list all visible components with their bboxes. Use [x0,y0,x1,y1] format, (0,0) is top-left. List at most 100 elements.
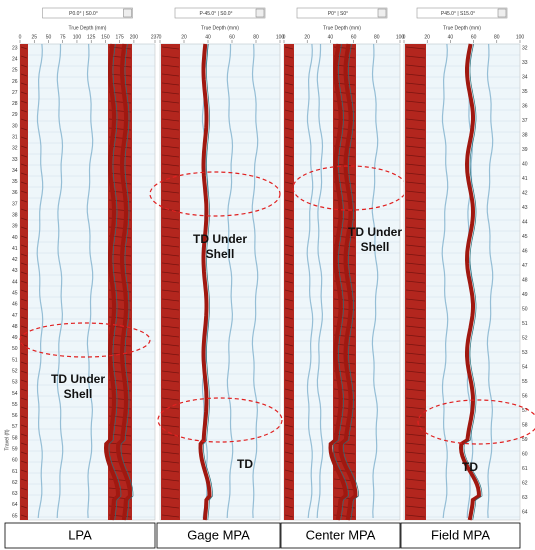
ruler-label: 51 [522,321,528,327]
ruler-label: 54 [12,391,18,397]
tick-label: 20 [304,34,310,40]
ruler-label: 52 [12,368,18,374]
ruler-label: 55 [522,379,528,385]
axis-title: True Depth (mm) [323,25,361,31]
ruler-label: 28 [12,101,18,107]
ruler-label: 45 [12,290,18,296]
tick-label: 80 [374,34,380,40]
axis-title: True Depth (mm) [69,25,107,31]
dropdown-button[interactable] [378,9,386,17]
annotation: Shell [206,247,235,261]
ruler-label: 36 [12,190,18,196]
tick-label: 20 [181,34,187,40]
panel-label: Field MPA [431,527,490,542]
ruler-label: 64 [12,502,18,508]
tick-label: 0 [403,34,406,40]
ruler-label: 27 [12,90,18,96]
ruler-label: 62 [12,480,18,486]
dropdown-text: P0.0° | S0.0° [69,11,98,17]
ruler-label: 42 [12,257,18,263]
tick-label: 60 [229,34,235,40]
ruler-label: 48 [12,324,18,330]
ruler-label: 60 [522,451,528,457]
tick-label: 40 [448,34,454,40]
ruler-label: 39 [522,147,528,153]
ruler-label: 58 [522,422,528,428]
ruler-label: 53 [12,380,18,386]
ruler-label: 37 [12,201,18,207]
tick-label: 0 [283,34,286,40]
ruler-label: 35 [12,179,18,185]
ruler-label: 57 [12,424,18,430]
ruler-label: 53 [522,350,528,356]
ruler-label: 41 [522,176,528,182]
tick-label: 60 [351,34,357,40]
tick-label: 75 [60,34,66,40]
ruler-label: 34 [12,168,18,174]
panel-label: LPA [68,527,92,542]
tick-label: 20 [424,34,430,40]
dropdown-button[interactable] [256,9,264,17]
annotation: TD Under [193,232,247,246]
ruler-label: 51 [12,357,18,363]
ruler-label: 23 [12,45,18,51]
ruler-label: 39 [12,224,18,230]
axis-title: True Depth (mm) [201,25,239,31]
dropdown-button[interactable] [498,9,506,17]
ruler-label: 50 [522,306,528,312]
tick-label: 80 [253,34,259,40]
ruler-label: 47 [12,313,18,319]
dropdown-text: P-45.0° | S0.0° [199,11,232,17]
annotation: Shell [361,240,390,254]
ruler-label: 25 [12,68,18,74]
ruler-label: 55 [12,402,18,408]
ruler-label: 34 [522,74,528,80]
ruler-label: 33 [12,157,18,163]
ruler-label: 50 [12,346,18,352]
tick-label: 0 [159,34,162,40]
ruler-label: 52 [522,335,528,341]
ruler-label: 49 [522,292,528,298]
ruler-label: 33 [522,60,528,66]
dropdown-text: P45.0° | S15.0° [441,11,475,17]
ruler-label: 64 [522,509,528,515]
tick-label: 80 [494,34,500,40]
ruler-label: 37 [522,118,528,124]
ruler-label: 46 [12,302,18,308]
annotation: TD [462,460,478,474]
dropdown-text: P0° | S0° [328,11,348,17]
tick-label: 0 [19,34,22,40]
dropdown-button[interactable] [124,9,132,17]
ruler-label: 46 [522,248,528,254]
annotation: TD Under [348,225,402,239]
tick-label: 25 [31,34,37,40]
ruler-label: 63 [12,491,18,497]
tick-label: 50 [46,34,52,40]
ruler-label: 43 [522,205,528,211]
ruler-label: 58 [12,435,18,441]
panel-label: Center MPA [306,527,376,542]
tick-label: 40 [205,34,211,40]
ruler-label: 30 [12,123,18,129]
tick-label: 150 [101,34,110,40]
tick-label: 200 [130,34,139,40]
ruler-label: 24 [12,56,18,62]
tick-label: 40 [328,34,334,40]
ruler-label: 41 [12,246,18,252]
ruler-label: 42 [522,190,528,196]
ruler-label: 26 [12,79,18,85]
ruler-label: 62 [522,480,528,486]
ruler-label: 45 [522,234,528,240]
ruler-label: 29 [12,112,18,118]
ruler-label: 54 [522,364,528,370]
ruler-label: 38 [12,212,18,218]
annotation: TD [237,457,253,471]
ruler-label: 31 [12,134,18,140]
ruler-label: 48 [522,277,528,283]
ruler-label: 40 [12,235,18,241]
ruler-label: 32 [12,146,18,152]
annotation: TD Under [51,372,105,386]
annotation: Shell [64,387,93,401]
tick-label: 100 [516,34,525,40]
ruler-label: 44 [522,219,528,225]
